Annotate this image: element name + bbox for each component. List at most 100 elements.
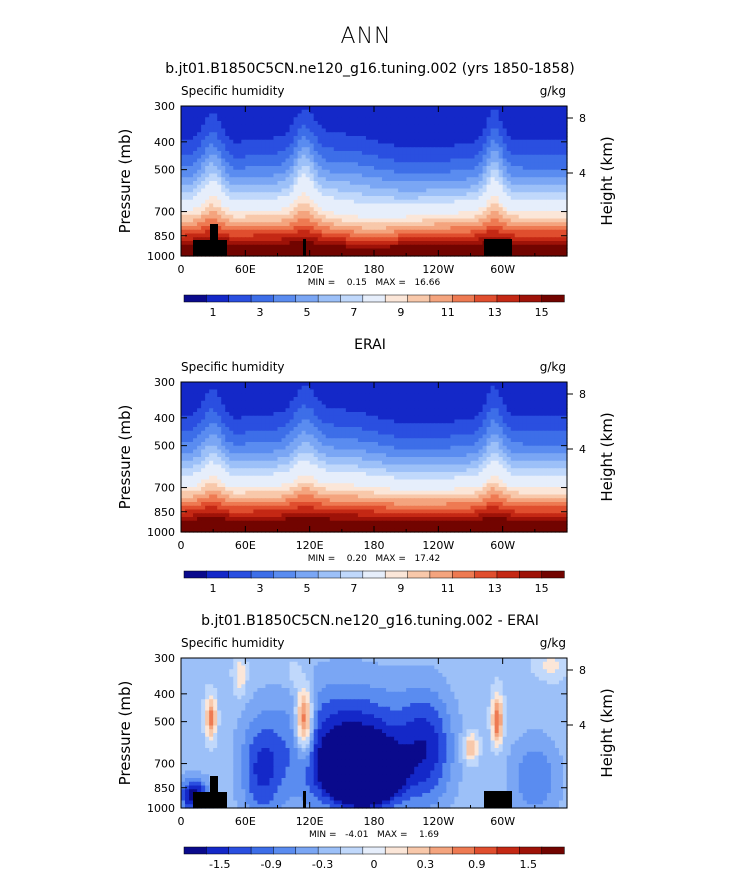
heatmap-cell xyxy=(486,397,492,402)
heatmap-cell xyxy=(233,408,238,413)
colorbar-label: 11 xyxy=(441,306,455,319)
heatmap-cell xyxy=(317,237,323,242)
heatmap-cell xyxy=(189,173,194,178)
colorbar-swatch xyxy=(362,294,386,303)
heatmap-cell xyxy=(185,173,190,178)
heatmap-cell xyxy=(394,382,399,387)
heatmap-cell xyxy=(502,136,508,141)
heatmap-cell xyxy=(225,143,230,148)
heatmap-cell xyxy=(518,412,524,417)
heatmap-cell xyxy=(390,188,395,193)
heatmap-cell xyxy=(478,252,484,257)
heatmap-cell xyxy=(233,154,238,160)
heatmap-cell xyxy=(321,241,327,246)
heatmap-cell xyxy=(321,400,327,406)
heatmap-cell xyxy=(530,203,536,208)
heatmap-cell xyxy=(325,385,331,391)
heatmap-cell xyxy=(241,139,246,145)
heatmap-cell xyxy=(309,143,315,148)
heatmap-cell xyxy=(542,158,548,163)
heatmap-cell xyxy=(542,169,548,175)
heatmap-cell xyxy=(333,397,339,402)
heatmap-cell xyxy=(502,117,508,122)
heatmap-cell xyxy=(205,158,210,163)
heatmap-cell xyxy=(257,132,263,137)
heatmap-cell xyxy=(241,211,246,216)
heatmap-cell xyxy=(197,218,202,223)
heatmap-cell xyxy=(281,128,287,133)
heatmap-cell xyxy=(369,154,375,160)
heatmap-cell xyxy=(241,169,246,175)
x-tick-label: 120W xyxy=(422,263,454,276)
heatmap-cell xyxy=(386,229,391,235)
heatmap-cell xyxy=(506,132,512,137)
heatmap-cell xyxy=(253,241,258,246)
heatmap-cell xyxy=(430,188,435,193)
heatmap-cell xyxy=(534,173,540,178)
heatmap-cell xyxy=(325,113,331,118)
heatmap-cell xyxy=(245,158,250,163)
heatmap-cell xyxy=(434,181,439,186)
heatmap-cell xyxy=(273,397,279,402)
heatmap-cell xyxy=(269,400,275,406)
heatmap-cell xyxy=(185,113,190,118)
heatmap-cell xyxy=(329,192,335,197)
heatmap-cell xyxy=(365,181,371,186)
heatmap-cell xyxy=(313,117,319,122)
heatmap-cell xyxy=(265,218,271,223)
heatmap-cell xyxy=(329,404,335,409)
heatmap-cell xyxy=(554,181,560,186)
heatmap-cell xyxy=(490,124,496,130)
heatmap-cell xyxy=(309,226,315,231)
heatmap-cell xyxy=(394,121,399,126)
heatmap-cell xyxy=(554,415,560,421)
heatmap-cell xyxy=(554,203,560,208)
heatmap-cell xyxy=(538,385,544,391)
heatmap-cell xyxy=(546,132,552,137)
heatmap-cell xyxy=(562,412,568,417)
heatmap-cell xyxy=(225,222,230,227)
heatmap-cell xyxy=(309,177,315,182)
heatmap-cell xyxy=(446,207,451,212)
heatmap-cell xyxy=(514,244,520,250)
heatmap-cell xyxy=(337,233,343,238)
heatmap-cell xyxy=(193,154,198,160)
heatmap-cell xyxy=(213,158,218,163)
heatmap-cell xyxy=(353,177,359,182)
heatmap-cell xyxy=(185,162,190,167)
heatmap-cell xyxy=(197,389,202,394)
heatmap-cell xyxy=(265,400,271,406)
heatmap-cell xyxy=(193,151,198,156)
heatmap-cell xyxy=(450,211,456,216)
heatmap-cell xyxy=(337,188,343,193)
heatmap-cell xyxy=(406,192,411,197)
heatmap-cell xyxy=(297,166,303,171)
heatmap-cell xyxy=(241,419,246,424)
heatmap-cell xyxy=(229,154,234,160)
heatmap-cell xyxy=(542,203,548,208)
heatmap-cell xyxy=(510,173,516,178)
heatmap-cell xyxy=(357,207,363,212)
heatmap-cell xyxy=(205,211,210,216)
heatmap-cell xyxy=(478,218,484,223)
heatmap-cell xyxy=(309,158,315,163)
heatmap-cell xyxy=(538,154,544,160)
heatmap-cell xyxy=(442,154,447,160)
heatmap-cell xyxy=(357,158,363,163)
heatmap-cell xyxy=(558,132,564,137)
heatmap-cell xyxy=(221,218,226,223)
heatmap-cell xyxy=(534,124,540,130)
heatmap-cell xyxy=(538,113,544,118)
heatmap-cell xyxy=(285,117,291,122)
heatmap-cell xyxy=(185,124,190,130)
heatmap-cell xyxy=(386,113,391,118)
heatmap-cell xyxy=(554,113,560,118)
heatmap-cell xyxy=(426,252,431,257)
heatmap-cell xyxy=(522,117,528,122)
heatmap-cell xyxy=(526,382,532,387)
heatmap-cell xyxy=(426,241,431,246)
heatmap-cell xyxy=(257,241,263,246)
heatmap-cell xyxy=(345,389,351,394)
heatmap-cell xyxy=(406,132,411,137)
heatmap-cell xyxy=(398,252,403,257)
